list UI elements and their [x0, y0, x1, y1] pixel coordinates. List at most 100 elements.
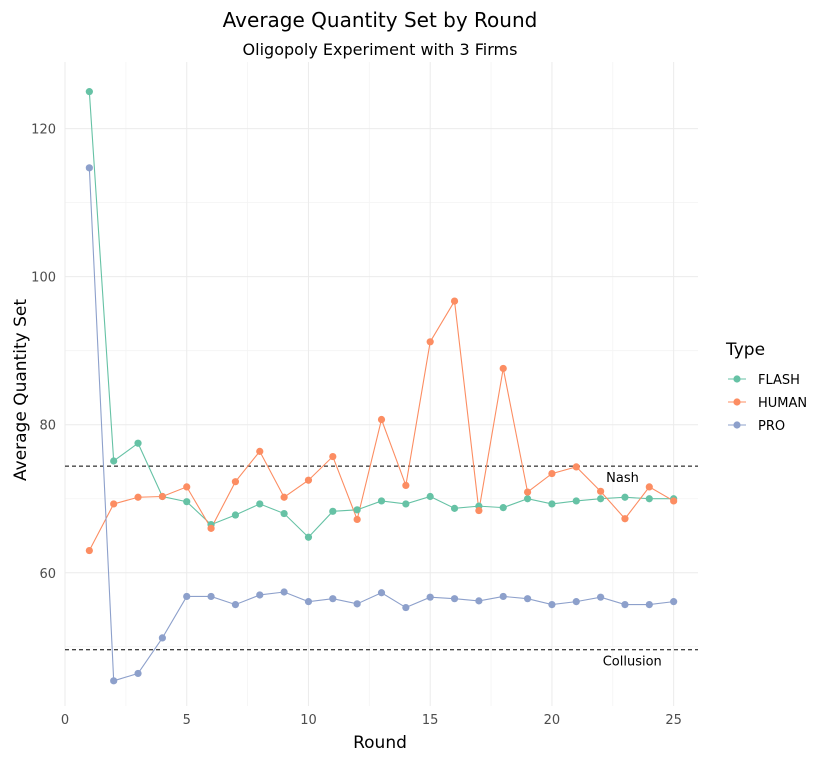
data-point-pro: [329, 595, 337, 603]
x-tick-label: 5: [183, 713, 191, 728]
data-point-human: [134, 493, 142, 501]
data-point-pro: [523, 595, 532, 603]
data-point-flash: [85, 88, 93, 96]
data-point-flash: [231, 511, 240, 519]
data-point-pro: [353, 600, 361, 608]
y-axis-ticks: 60 80 100 120: [31, 123, 56, 582]
x-tick-label: 25: [665, 713, 682, 728]
data-point-pro: [377, 589, 386, 597]
y-tick-label: 60: [39, 567, 56, 582]
x-tick-label: 10: [300, 713, 317, 728]
reference-label-collusion: Collusion: [603, 655, 662, 670]
legend-label-flash: FLASH: [758, 373, 800, 388]
data-point-pro: [426, 593, 434, 601]
series-line-flash: [88, 91, 674, 539]
legend-key-point-flash: [733, 375, 741, 383]
data-point-human: [645, 483, 653, 491]
data-point-pro: [475, 597, 483, 605]
legend-title: Type: [725, 340, 765, 360]
data-point-human: [110, 500, 118, 508]
data-point-pro: [402, 603, 410, 612]
data-point-human: [523, 488, 532, 496]
data-point-flash: [572, 497, 580, 505]
y-tick-label: 120: [31, 123, 56, 138]
data-point-pro: [280, 588, 288, 596]
data-point-pro: [256, 591, 264, 599]
data-point-human: [499, 364, 507, 373]
data-point-flash: [377, 497, 386, 505]
data-point-pro: [572, 598, 580, 606]
data-point-human: [426, 338, 434, 346]
x-axis-title: Round: [353, 733, 407, 753]
chart-title: Average Quantity Set by Round: [223, 8, 538, 32]
reference-label-nash: Nash: [606, 471, 639, 486]
data-point-human: [597, 487, 605, 495]
data-point-human: [548, 469, 556, 478]
data-point-flash: [499, 504, 507, 512]
data-point-flash: [523, 495, 532, 503]
data-point-human: [85, 546, 93, 555]
y-axis-title: Average Quantity Set: [11, 299, 31, 481]
x-tick-label: 20: [544, 713, 561, 728]
data-point-pro: [231, 600, 240, 609]
data-point-human: [329, 452, 337, 461]
legend: Type FLASH HUMAN PRO: [725, 340, 807, 434]
data-point-human: [377, 415, 386, 424]
data-point-flash: [645, 495, 653, 503]
data-point-human: [231, 478, 240, 486]
data-point-pro: [134, 669, 142, 678]
data-point-pro: [597, 593, 605, 601]
data-point-flash: [597, 495, 605, 503]
data-point-flash: [280, 509, 288, 518]
data-point-flash: [134, 439, 142, 447]
data-point-pro: [450, 595, 459, 603]
grid: [64, 62, 698, 706]
data-point-flash: [110, 457, 118, 465]
data-point-human: [450, 297, 459, 305]
data-point-flash: [304, 533, 313, 541]
data-point-pro: [621, 600, 629, 609]
reference-lines: Nash Collusion: [65, 465, 698, 670]
x-axis-ticks: 0 5 10 15 20 25: [61, 713, 682, 728]
data-point-human: [572, 463, 580, 471]
data-point-human: [621, 515, 629, 523]
data-point-human: [207, 524, 215, 532]
y-tick-label: 80: [39, 419, 56, 434]
series-line-human: [88, 299, 674, 551]
data-point-flash: [621, 493, 629, 501]
data-point-pro: [85, 164, 93, 172]
data-point-flash: [183, 498, 191, 506]
data-point-human: [670, 497, 678, 505]
data-point-flash: [450, 504, 459, 512]
data-point-human: [353, 515, 361, 524]
data-point-human: [304, 476, 313, 484]
legend-label-human: HUMAN: [758, 396, 807, 411]
data-point-pro: [645, 600, 653, 609]
data-point-flash: [426, 492, 434, 501]
data-point-human: [183, 483, 191, 491]
x-tick-label: 0: [61, 713, 69, 728]
data-point-pro: [499, 592, 507, 601]
data-point-pro: [670, 598, 678, 606]
data-point-human: [158, 492, 166, 501]
legend-items: FLASH HUMAN PRO: [728, 373, 807, 434]
y-tick-label: 100: [31, 271, 56, 286]
legend-key-point-human: [733, 398, 741, 406]
data-point-pro: [548, 600, 556, 609]
data-point-pro: [158, 634, 166, 642]
legend-label-pro: PRO: [758, 419, 785, 434]
data-point-flash: [353, 506, 361, 514]
data-point-pro: [304, 598, 313, 606]
data-point-flash: [548, 500, 556, 508]
data-point-human: [475, 506, 483, 515]
series-points: [85, 88, 678, 685]
data-point-human: [256, 447, 264, 455]
x-tick-label: 15: [422, 713, 439, 728]
chart-subtitle: Oligopoly Experiment with 3 Firms: [243, 40, 518, 59]
data-point-human: [280, 493, 288, 501]
data-point-flash: [402, 500, 410, 508]
data-point-pro: [110, 677, 118, 685]
data-point-flash: [329, 507, 337, 515]
data-point-flash: [256, 500, 264, 508]
